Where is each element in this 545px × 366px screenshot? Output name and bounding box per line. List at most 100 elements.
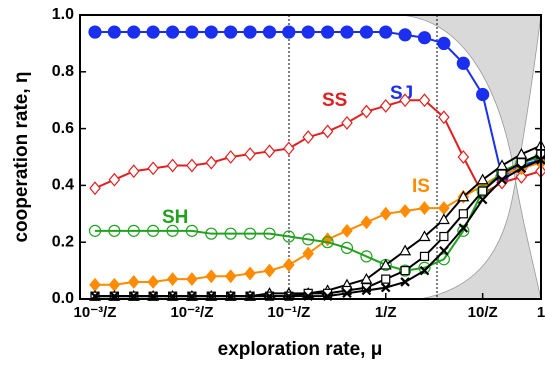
data-point <box>205 155 218 170</box>
data-point <box>89 181 101 196</box>
data-point <box>205 269 218 284</box>
data-point <box>497 174 507 185</box>
data-point <box>88 25 102 39</box>
data-point <box>283 257 295 272</box>
data-point <box>302 130 314 145</box>
data-point <box>147 161 159 176</box>
data-point <box>166 224 179 237</box>
data-point <box>400 266 410 276</box>
y-tick-label: 1.0 <box>52 6 74 23</box>
x-axis-label: exploration rate, μ <box>218 339 383 360</box>
data-point <box>243 227 257 240</box>
data-point <box>399 204 411 218</box>
data-point <box>263 263 276 278</box>
data-point <box>516 163 527 174</box>
data-point <box>360 104 373 119</box>
data-point <box>379 258 392 270</box>
data-point <box>399 244 412 256</box>
data-point <box>89 277 101 292</box>
data-point <box>379 25 393 39</box>
data-point <box>340 25 354 39</box>
data-point <box>379 98 392 113</box>
data-point <box>301 25 315 39</box>
data-point <box>379 206 392 221</box>
data-point <box>457 224 470 237</box>
data-point <box>283 141 295 156</box>
data-point <box>418 201 431 216</box>
y-tick-label: 0.0 <box>52 290 74 307</box>
data-point <box>186 158 198 173</box>
x-tick-label: 10/Z <box>468 304 498 321</box>
y-tick-label: 0.4 <box>52 177 74 194</box>
data-point <box>321 236 334 249</box>
data-point <box>166 272 179 287</box>
data-point <box>302 246 314 261</box>
data-point <box>224 25 238 39</box>
data-point <box>204 25 218 39</box>
data-point <box>320 25 335 39</box>
data-point <box>458 223 469 233</box>
data-point <box>417 31 432 45</box>
data-point <box>419 251 430 261</box>
x-tick-label: 1/Z <box>375 304 397 321</box>
data-point <box>437 213 450 225</box>
data-point <box>457 150 470 164</box>
data-point <box>205 227 218 240</box>
y-axis-label: cooperation rate, η <box>11 71 32 242</box>
data-point <box>243 25 257 39</box>
x-tick-label: 10⁻²/Z <box>170 304 213 321</box>
data-point <box>437 36 451 51</box>
data-point <box>244 266 256 281</box>
data-point <box>438 110 450 125</box>
plot-frame <box>79 14 542 300</box>
data-point <box>147 275 159 289</box>
series-label: SH <box>162 207 188 228</box>
series-line <box>94 99 542 196</box>
data-point <box>108 224 121 237</box>
data-point <box>262 25 277 39</box>
data-point <box>127 224 140 237</box>
data-point <box>302 233 315 246</box>
data-point <box>341 223 353 238</box>
data-point <box>381 274 391 284</box>
series-label: SS <box>322 90 347 111</box>
data-point <box>127 164 140 179</box>
data-point <box>282 25 296 39</box>
data-point <box>341 115 353 130</box>
data-point <box>146 25 160 39</box>
data-point <box>340 241 354 254</box>
data-point <box>476 173 489 185</box>
data-point <box>438 201 450 216</box>
data-point <box>321 124 334 139</box>
data-point <box>439 245 449 256</box>
data-point <box>224 150 237 164</box>
data-point <box>108 277 121 292</box>
data-point <box>263 144 276 159</box>
data-point <box>418 230 431 242</box>
data-point <box>127 25 141 39</box>
data-point <box>476 87 490 102</box>
data-point <box>108 172 121 187</box>
data-point <box>516 158 527 168</box>
data-point <box>342 288 352 299</box>
data-point <box>398 28 412 42</box>
data-point <box>399 264 412 277</box>
data-point <box>439 231 449 242</box>
data-point <box>166 25 180 39</box>
data-point <box>496 175 508 190</box>
data-point <box>186 272 198 287</box>
data-point <box>244 147 256 162</box>
y-tick-label: 0.8 <box>52 63 74 80</box>
data-point <box>418 261 431 274</box>
data-point <box>224 227 237 240</box>
data-point <box>88 224 102 237</box>
data-point <box>456 56 470 70</box>
data-point <box>360 215 373 230</box>
x-tick-label: 10⁻³/Z <box>74 304 117 321</box>
data-point <box>185 25 199 39</box>
data-point <box>458 209 468 219</box>
data-point <box>360 250 373 263</box>
data-point <box>476 184 489 198</box>
data-point <box>380 282 391 293</box>
